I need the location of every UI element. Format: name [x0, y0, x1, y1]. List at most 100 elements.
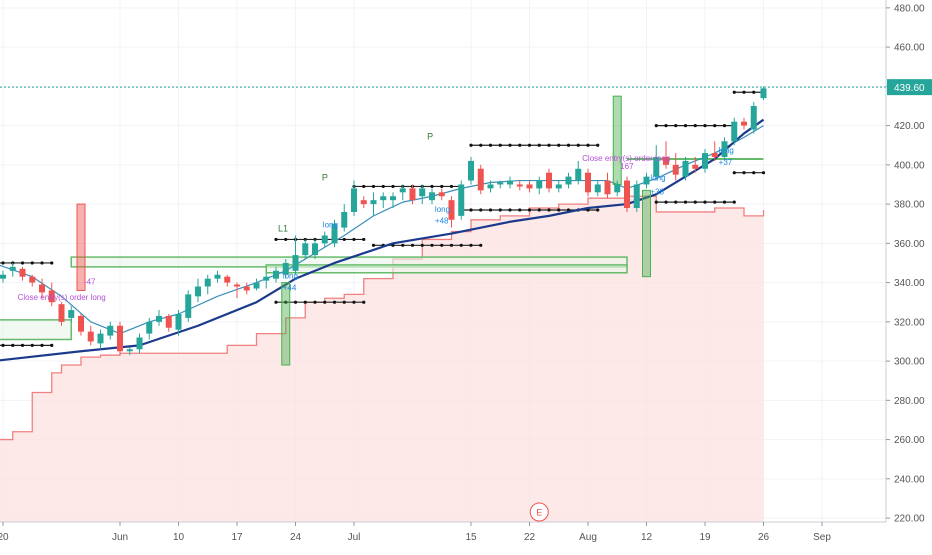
- candle-body: [282, 262, 289, 275]
- pivot-dot: [596, 143, 600, 147]
- pivot-dot: [488, 143, 493, 147]
- signal-bar: [281, 282, 291, 366]
- pivot-dot: [20, 261, 25, 265]
- candle-body: [0, 274, 6, 279]
- pivot-dot: [323, 300, 327, 304]
- time-tick-label: Aug: [579, 532, 597, 543]
- pivot-dot: [732, 200, 736, 204]
- pivot-dot: [664, 123, 668, 128]
- pivot-dot: [674, 200, 678, 204]
- time-tick-label: 10: [173, 532, 185, 543]
- price-tick-label: 460.00: [894, 43, 925, 54]
- candle-body: [58, 304, 65, 322]
- time-tick-label: 15: [465, 532, 477, 543]
- pivot-dot: [303, 300, 307, 304]
- candle-body: [117, 325, 123, 352]
- pivot-dot: [703, 200, 707, 204]
- pivot-dot: [508, 208, 512, 212]
- annotation-label: 167: [620, 162, 634, 171]
- price-tick-label: 380.00: [894, 200, 925, 211]
- candle-body: [468, 160, 474, 181]
- pivot-dot: [362, 237, 366, 242]
- annotation-label: +44: [283, 283, 297, 292]
- pivot-dot: [596, 208, 600, 212]
- candle-body: [136, 337, 143, 350]
- pivot-dot: [342, 300, 346, 304]
- candle-body: [458, 184, 465, 216]
- pivot-dot: [722, 123, 727, 128]
- candle-body: [321, 235, 328, 244]
- pivot-dot: [391, 184, 395, 189]
- pivot-dot: [488, 208, 493, 212]
- candle-body: [399, 188, 406, 193]
- pivot-dot: [693, 123, 697, 128]
- pivot-dot: [332, 300, 337, 304]
- candle-body: [19, 268, 26, 277]
- pivot-dot: [1, 261, 5, 265]
- annotation-label: -47: [84, 278, 96, 287]
- pivot-dot: [732, 171, 736, 175]
- price-tick-label: 480.00: [894, 3, 925, 14]
- pivot-dot: [469, 243, 473, 247]
- annotation-label: +48: [435, 217, 449, 226]
- candle-body: [165, 315, 172, 328]
- pivot-dot: [508, 143, 512, 147]
- price-tick-label: 420.00: [894, 121, 925, 132]
- pivot-dot: [518, 208, 522, 212]
- pivot-dot: [352, 300, 356, 304]
- annotation-label: long: [719, 146, 734, 155]
- annotation-label: long: [323, 221, 338, 230]
- zone-box: [265, 264, 628, 274]
- time-tick-label: 22: [524, 532, 536, 543]
- pivot-dot: [50, 261, 54, 265]
- candlesticks: [0, 86, 767, 356]
- earnings-marker: [529, 502, 549, 522]
- candle-body: [29, 276, 36, 283]
- pivot-dot: [547, 143, 551, 147]
- candle-body: [614, 184, 621, 193]
- candle-body: [555, 184, 562, 189]
- candle-body: [380, 196, 387, 201]
- candle-body: [643, 176, 650, 185]
- candle-body: [243, 286, 250, 291]
- candle-body: [224, 276, 231, 283]
- pivot-dot: [537, 143, 541, 147]
- time-tick-label: Jun: [112, 532, 128, 543]
- earnings-marker-label: E: [536, 508, 542, 518]
- candle-body: [653, 156, 660, 177]
- candle-body: [604, 180, 611, 195]
- candle-body: [594, 184, 601, 193]
- time-tick-label: 26: [758, 532, 770, 543]
- pivot-dot: [30, 343, 34, 347]
- signal-bar: [642, 189, 651, 278]
- pivot-dot: [410, 243, 415, 247]
- pivot-dot: [381, 184, 385, 189]
- time-tick-label: 19: [699, 532, 711, 543]
- annotation-label: P: [427, 131, 433, 141]
- time-tick-label: 20: [0, 532, 9, 543]
- pivot-dot: [586, 143, 590, 147]
- candle-body: [672, 164, 679, 175]
- pivot-dot: [566, 143, 571, 147]
- pivot-dot: [313, 237, 317, 242]
- candle-body: [87, 331, 94, 342]
- candle-body: [292, 255, 299, 271]
- annotation-label: P: [322, 173, 328, 183]
- candle-body: [331, 223, 338, 244]
- annotation-label: Close entry(s) order long: [18, 293, 106, 302]
- candle-body: [351, 188, 357, 212]
- price-tick-label: 360.00: [894, 239, 925, 250]
- pivot-dot: [752, 90, 756, 94]
- time-tick-label: 12: [641, 532, 653, 543]
- candle-body: [663, 156, 669, 165]
- candle-body: [546, 172, 552, 189]
- pivot-dot: [469, 208, 473, 212]
- pivot-dot: [371, 184, 376, 189]
- stop-loss-fill: [0, 196, 764, 522]
- pivot-dot: [498, 208, 502, 212]
- time-tick-label: Sep: [813, 532, 831, 543]
- pivot-dot: [479, 243, 483, 247]
